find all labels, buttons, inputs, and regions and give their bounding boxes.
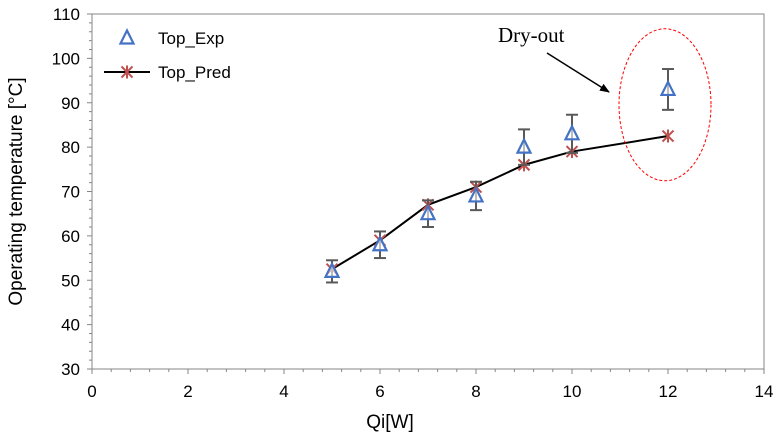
legend-marker-asterisk [120,65,134,79]
legend-marker-triangle [118,28,136,45]
dry-out-annotation: Dry-out [498,23,712,182]
legend: Top_Exp Top_Pred [104,28,231,82]
y-tick-label: 100 [52,49,80,68]
top-exp-point [515,137,533,154]
x-tick-label: 6 [375,382,384,401]
dry-out-ellipse [618,28,712,182]
top-exp-point [659,79,677,97]
legend-label: Top_Pred [158,63,231,82]
series-top-pred [325,129,675,276]
x-tick-label: 10 [563,382,582,401]
x-axis-ticks: 0 2 4 6 8 10 12 14 [87,369,773,401]
top-exp-point [467,185,485,203]
y-tick-label: 110 [53,5,80,24]
y-tick-label: 50 [61,271,80,290]
y-tick-label: 60 [61,227,80,246]
x-tick-label: 0 [87,382,96,401]
legend-label: Top_Exp [158,29,224,48]
top-exp-point [323,261,341,278]
x-tick-label: 14 [755,382,774,401]
y-axis-title: Operating temperature [°C] [6,77,27,305]
x-tick-label: 12 [659,382,678,401]
legend-entry-top-pred: Top_Pred [104,63,231,82]
top-pred-point [661,129,675,143]
y-tick-label: 30 [61,360,80,379]
legend-entry-top-exp: Top_Exp [118,28,224,48]
y-tick-label: 80 [61,138,80,157]
x-axis-title: Qi[W] [366,412,414,433]
series-top-exp [323,68,677,284]
y-tick-label: 70 [61,183,80,202]
x-tick-label: 2 [183,382,192,401]
y-tick-label: 90 [61,94,80,113]
x-tick-label: 8 [471,382,480,401]
y-axis-ticks: 30 40 50 60 70 80 90 100 110 [52,5,92,379]
x-tick-label: 4 [279,382,288,401]
top-exp-point [563,123,581,141]
top-exp-point [419,203,437,221]
top-exp-point [371,234,389,252]
dry-out-label: Dry-out [498,23,565,47]
dry-out-arrow [546,52,610,93]
y-tick-label: 40 [61,316,80,335]
